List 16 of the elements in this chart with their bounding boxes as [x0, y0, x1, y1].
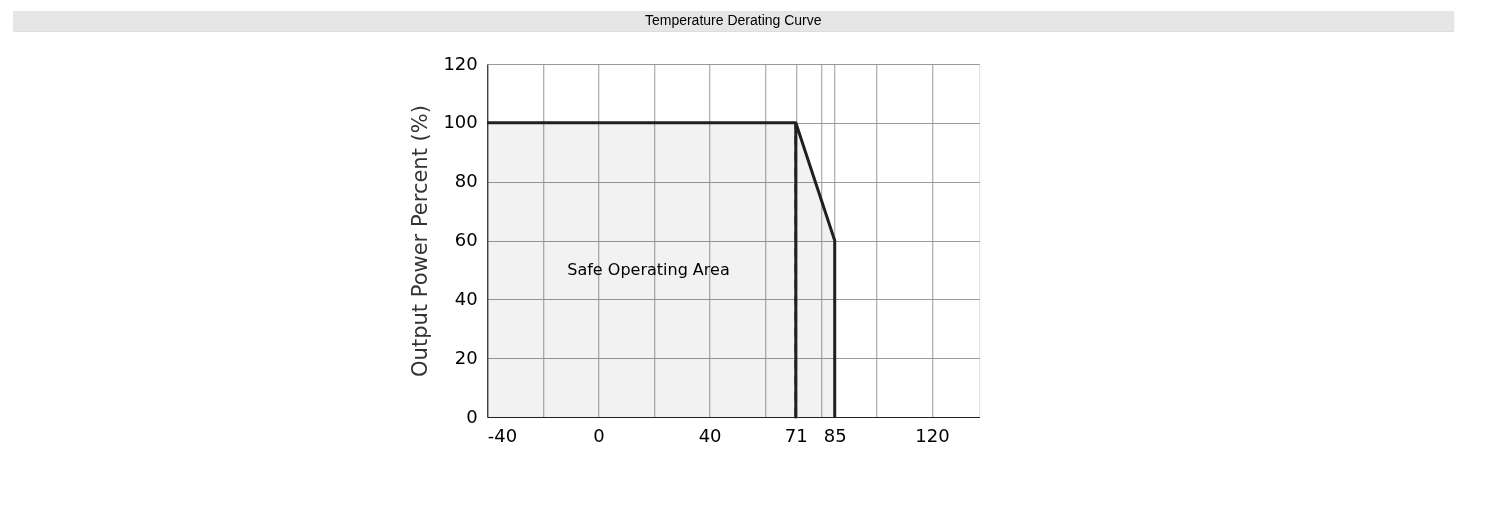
x-tick-label: 0	[593, 424, 605, 446]
y-tick-label: 60	[454, 229, 478, 250]
x-tick-label: 40	[698, 424, 722, 446]
x-tick-label: -40	[487, 424, 518, 446]
y-axis-title: Output Power Percent (%)	[408, 105, 433, 377]
x-tick-label: 71	[784, 424, 808, 446]
y-tick-label: 20	[454, 346, 478, 368]
x-tick-label: 85	[823, 424, 847, 446]
y-tick-label: 80	[454, 170, 478, 192]
y-tick-label: 120	[443, 52, 478, 74]
y-tick-label: 100	[443, 111, 478, 133]
y-tick-label: 40	[454, 287, 478, 309]
annotation: Safe Operating Area	[567, 259, 730, 279]
x-tick-label: 120	[915, 424, 950, 446]
y-tick-label: 0	[466, 405, 478, 427]
chart-title: Temperature Derating Curve	[644, 12, 822, 28]
